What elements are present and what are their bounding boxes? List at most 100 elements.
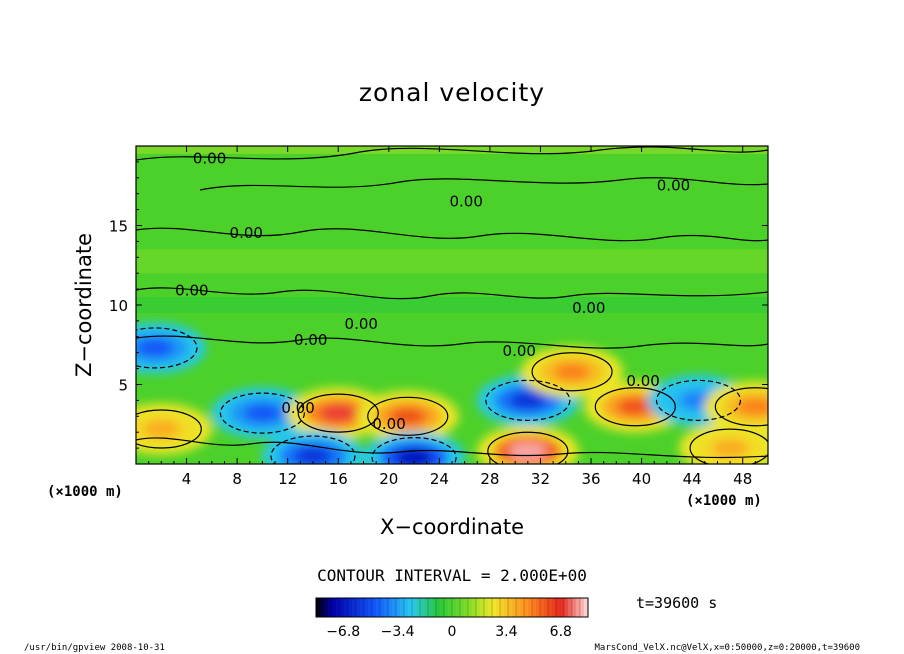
- contour-labels: 0.00 0.00 0.00 0.00 0.00 0.00 0.00 0.00 0.00 0.00…: [175, 149, 690, 433]
- contour-interval: CONTOUR INTERVAL = 2.000E+00: [317, 566, 587, 585]
- colorbar-cell: [448, 598, 453, 617]
- contour-line: [485, 379, 571, 421]
- contour-label: 0.00: [193, 149, 226, 167]
- velocity-feature: [509, 391, 547, 410]
- colorbar-cell: [476, 598, 481, 617]
- colorbar-cell: [584, 598, 589, 617]
- colorbar-tick-label: 6.8: [550, 624, 572, 640]
- colorbar-cell: [576, 598, 581, 617]
- contour-line: [594, 387, 676, 427]
- x-tick-label: 36: [581, 470, 600, 488]
- velocity-feature: [243, 404, 282, 422]
- colorbar-cell: [508, 598, 513, 617]
- contour-label: 0.00: [572, 299, 605, 317]
- colorbar-tick-label: −6.8: [326, 624, 360, 640]
- footer-right: MarsCond_VelX.nc@VelX,x=0:50000,z=0:2000…: [594, 643, 860, 653]
- chart-title: zonal velocity: [358, 78, 546, 107]
- colorbar-cell: [412, 598, 417, 617]
- colorbar-cell: [340, 598, 345, 617]
- colorbar-cell: [472, 598, 477, 617]
- contour-line: [367, 396, 449, 436]
- colorbar-cell: [544, 598, 549, 617]
- velocity-features: [136, 322, 768, 464]
- colorbar-cell: [500, 598, 505, 617]
- colorbar-cell: [532, 598, 537, 617]
- contour-label: 0.00: [372, 415, 405, 433]
- colorbar-cell: [452, 598, 457, 617]
- y-tick-label: 10: [109, 297, 128, 315]
- colorbar-cell: [572, 598, 577, 617]
- colorbar-tick-label: 3.4: [495, 624, 517, 640]
- colorbar-cell: [364, 598, 369, 617]
- colorbar-cell: [580, 598, 585, 617]
- x-unit-left: (×1000 m): [47, 484, 123, 500]
- colorbar-cell: [444, 598, 449, 617]
- colorbar-cell: [384, 598, 389, 617]
- colorbar-cell: [556, 598, 561, 617]
- x-tick-label: 12: [278, 470, 297, 488]
- contour-line: [136, 409, 202, 449]
- colorbar-cell: [464, 598, 469, 617]
- colorbar-cell: [528, 598, 533, 617]
- colorbar-cell: [496, 598, 501, 617]
- colorbar-cell: [480, 598, 485, 617]
- velocity-feature: [509, 442, 547, 461]
- colorbar-cell: [388, 598, 393, 617]
- contour-line: [487, 431, 569, 464]
- colorbar-cell: [456, 598, 461, 617]
- x-tick-label: 16: [329, 470, 348, 488]
- contour-label: 0.00: [294, 331, 327, 349]
- x-tick-label: 20: [379, 470, 398, 488]
- x-tick-label: 40: [632, 470, 651, 488]
- colorbar-cell: [320, 598, 325, 617]
- colorbar-cell: [432, 598, 437, 617]
- contour-line: [371, 437, 457, 464]
- x-tick-label: 28: [480, 470, 499, 488]
- colorbar-cell: [484, 598, 489, 617]
- colorbar-cell: [368, 598, 373, 617]
- y-axis: 5 10 15: [109, 161, 768, 449]
- colorbar-cell: [344, 598, 349, 617]
- velocity-feature: [294, 447, 332, 464]
- time-label: t=39600 s: [636, 594, 718, 612]
- x-tick-label: 44: [683, 470, 702, 488]
- x-axis-label: X−coordinate: [380, 515, 524, 539]
- colorbar-ticks: −6.8 −3.4 0 3.4 6.8: [326, 624, 572, 640]
- contour-line: [297, 393, 379, 433]
- colorbar-cell: [336, 598, 341, 617]
- colorbar-cell: [540, 598, 545, 617]
- colorbar-cell: [436, 598, 441, 617]
- velocity-feature: [389, 407, 427, 426]
- contour-lines: [136, 146, 768, 464]
- colorbar: [315, 598, 589, 617]
- contour-label: 0.00: [175, 281, 208, 299]
- colorbar-cell: [392, 598, 397, 617]
- colorbar-cell: [348, 598, 353, 617]
- colorbar-cell: [492, 598, 497, 617]
- contour-line: [136, 227, 768, 242]
- colorbar-tick-label: 0: [448, 624, 457, 640]
- x-tick-label: 24: [430, 470, 449, 488]
- contour-line: [531, 352, 613, 392]
- colorbar-cell: [520, 598, 525, 617]
- colorbar-cell: [564, 598, 569, 617]
- colorbar-tick-label: −3.4: [381, 624, 415, 640]
- colorbar-cell: [408, 598, 413, 617]
- y-axis-label: Z−coordinate: [72, 233, 96, 377]
- colorbar-cell: [416, 598, 421, 617]
- velocity-feature: [142, 420, 180, 438]
- colorbar-cell: [468, 598, 473, 617]
- colorbar-cell: [376, 598, 381, 617]
- background-band: [136, 249, 768, 274]
- velocity-feature: [553, 362, 591, 381]
- colorbar-cell: [536, 598, 541, 617]
- x-tick-label: 48: [733, 470, 752, 488]
- colorbar-cell: [516, 598, 521, 617]
- colorbar-cell: [400, 598, 405, 617]
- colorbar-cell: [316, 598, 321, 617]
- colorbar-cell: [420, 598, 425, 617]
- contour-label: 0.00: [626, 372, 659, 390]
- velocity-feature: [319, 404, 357, 422]
- colorbar-cell: [552, 598, 557, 617]
- colorbar-cell: [548, 598, 553, 617]
